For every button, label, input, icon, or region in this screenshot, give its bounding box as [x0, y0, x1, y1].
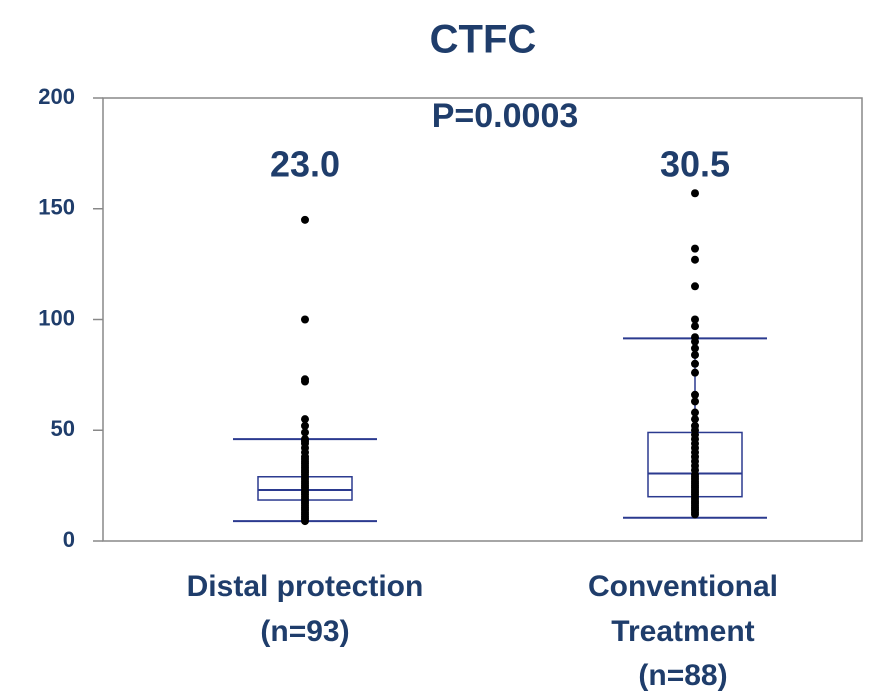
point [301, 517, 309, 526]
point [301, 415, 309, 424]
x-tick-label: (n=93) [260, 615, 349, 648]
point [301, 421, 309, 430]
point [301, 315, 309, 324]
point [691, 189, 699, 198]
point [691, 255, 699, 264]
point [301, 215, 309, 224]
point [691, 359, 699, 368]
point [691, 337, 699, 346]
median-label: 30.5 [660, 144, 730, 185]
point [301, 377, 309, 386]
point [691, 315, 699, 324]
y-tick-label: 200 [38, 84, 75, 109]
point [691, 510, 699, 519]
y-tick-label: 100 [38, 305, 75, 330]
point [691, 408, 699, 417]
annotation: P=0.0003 [432, 97, 579, 135]
chart-title: CTFC [430, 18, 537, 62]
point [691, 397, 699, 406]
x-tick-label: Distal protection [187, 570, 424, 603]
point [691, 344, 699, 353]
point [691, 282, 699, 291]
x-tick-label: (n=88) [638, 659, 727, 692]
point [691, 415, 699, 424]
plot-frame [102, 97, 863, 542]
y-tick-label: 0 [63, 527, 75, 552]
point [691, 368, 699, 377]
point [691, 350, 699, 359]
x-tick-label: Treatment [611, 615, 754, 648]
y-tick-label: 150 [38, 195, 75, 220]
y-tick-label: 50 [51, 416, 75, 441]
point [301, 428, 309, 437]
point [691, 244, 699, 253]
median-label: 23.0 [270, 144, 340, 185]
point [691, 322, 699, 331]
x-tick-label: Conventional [588, 570, 778, 603]
point [691, 390, 699, 399]
